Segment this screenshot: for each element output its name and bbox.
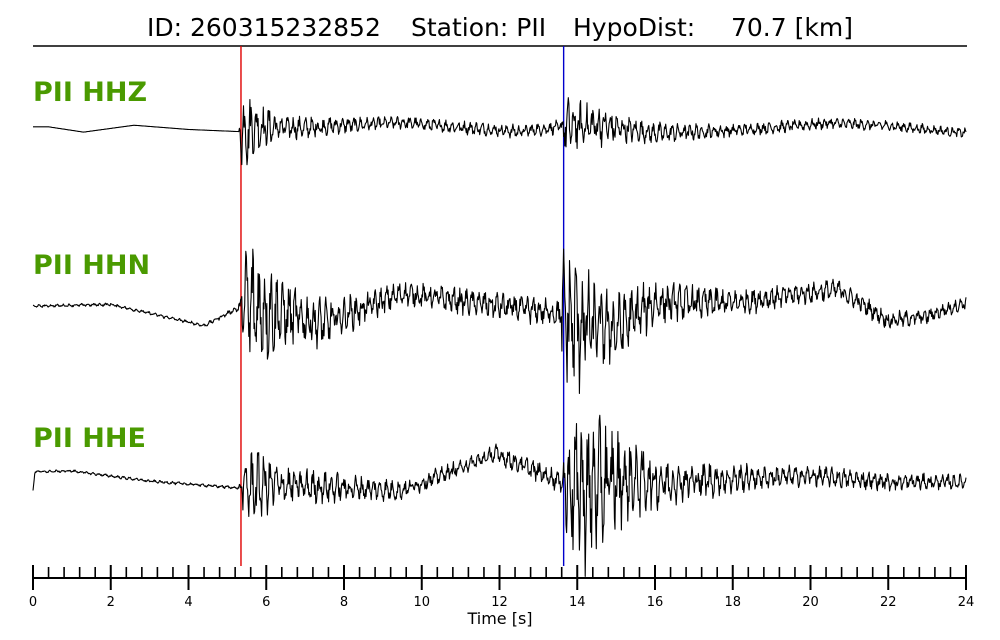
x-tick-label: 14: [569, 595, 586, 610]
x-tick-label: 22: [880, 595, 897, 610]
x-tick-label: 20: [802, 595, 819, 610]
x-tick-label: 8: [340, 595, 348, 610]
waveform-traces: PII HHZ PII HHN PII HHE: [32, 77, 967, 577]
x-tick-label: 12: [491, 595, 508, 610]
x-tick-label: 4: [184, 595, 192, 610]
x-tick-label: 18: [724, 595, 741, 610]
trace-line-hhe: [32, 414, 967, 577]
x-tick-label: 10: [413, 595, 430, 610]
time-axis: 0 2 4 6 8 10 12 14 16 18 20 22 24: [29, 565, 974, 610]
x-tick-label: 16: [647, 595, 664, 610]
x-axis-label: Time [s]: [466, 609, 532, 628]
x-tick-label: 6: [262, 595, 270, 610]
x-tick-label: 0: [29, 595, 37, 610]
x-tick-label: 2: [107, 595, 115, 610]
x-tick-label: 24: [958, 595, 975, 610]
trace-line-hhn: [32, 248, 967, 395]
trace-label-hhn: PII HHN: [33, 250, 150, 281]
trace-line-hhz: [33, 97, 967, 166]
chart-title-distance-label: HypoDist:: [573, 13, 695, 42]
chart-title-distance-value: 70.7 [km]: [731, 13, 853, 42]
trace-label-hhe: PII HHE: [33, 423, 146, 454]
trace-label-hhz: PII HHZ: [33, 77, 147, 108]
chart-title-id: ID: 260315232852: [147, 13, 381, 42]
chart-title-station: Station: PII: [411, 13, 546, 42]
